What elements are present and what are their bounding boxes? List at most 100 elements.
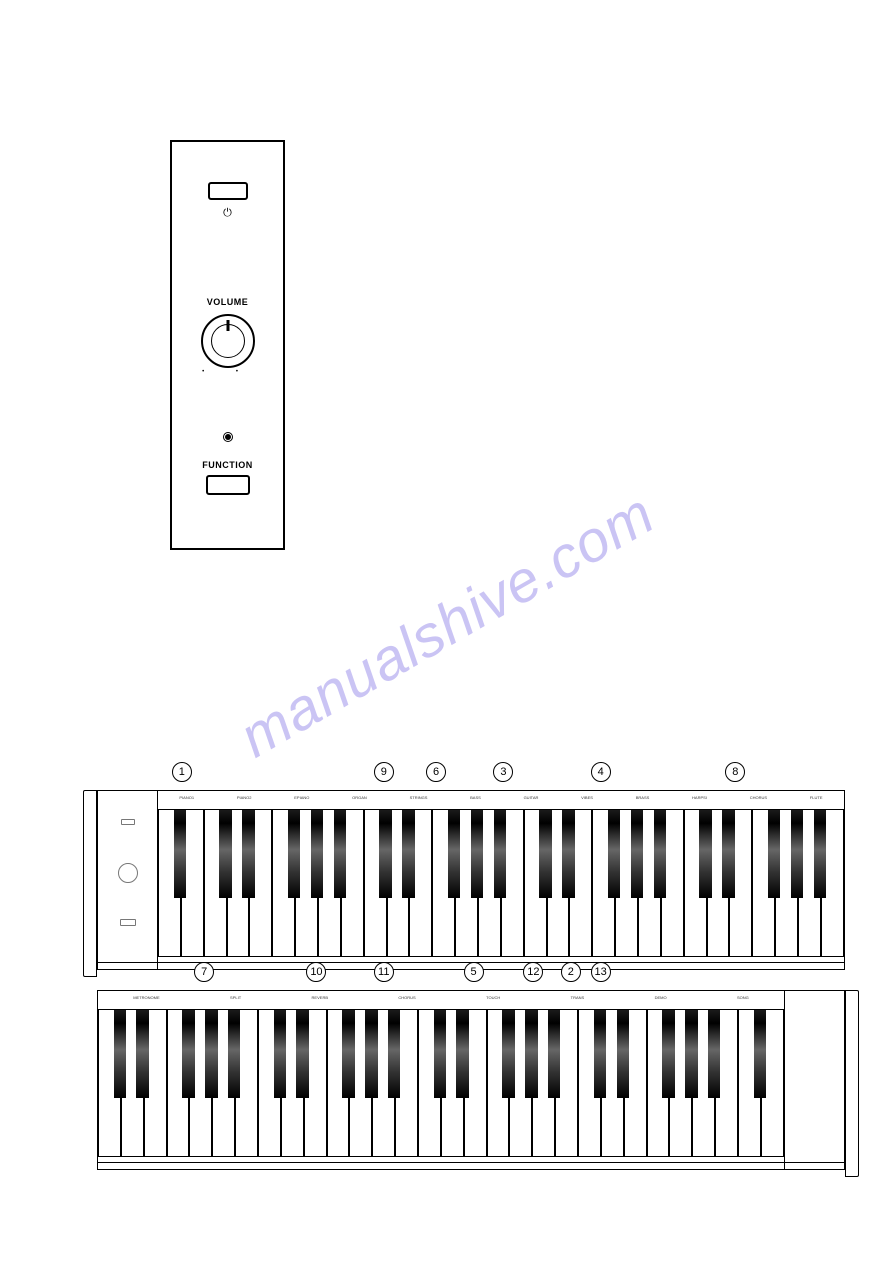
black-key[interactable] [205, 1010, 218, 1098]
black-key[interactable] [685, 1010, 698, 1098]
black-key[interactable] [182, 1010, 195, 1098]
black-key[interactable] [768, 810, 781, 898]
black-key[interactable] [311, 810, 324, 898]
circled-label-6: 6 [426, 762, 446, 782]
black-key[interactable] [136, 1010, 149, 1098]
func-label: GUITAR [524, 795, 539, 809]
power-button[interactable] [208, 182, 248, 200]
white-key[interactable] [647, 1009, 670, 1157]
white-key[interactable] [158, 809, 181, 957]
keyboard-top-frame: PIANO1PIANO2EPIANOORGANSTRINGSBASSGUITAR… [97, 790, 845, 970]
black-key[interactable] [434, 1010, 447, 1098]
func-label: BASS [470, 795, 481, 809]
black-key[interactable] [471, 810, 484, 898]
circled-label-3: 3 [493, 762, 513, 782]
control-panel: ⏻ VOLUME • • FUNCTION [170, 140, 285, 550]
black-key[interactable] [699, 810, 712, 898]
circled-label-13: 13 [591, 962, 611, 982]
keys-area-top[interactable] [158, 809, 844, 957]
white-key[interactable] [524, 809, 547, 957]
func-label: REVERB [312, 995, 328, 1009]
white-key[interactable] [167, 1009, 190, 1157]
black-key[interactable] [791, 810, 804, 898]
volume-label: VOLUME [207, 297, 249, 307]
black-key[interactable] [274, 1010, 287, 1098]
black-key[interactable] [494, 810, 507, 898]
circled-label-10: 10 [306, 962, 326, 982]
black-key[interactable] [814, 810, 827, 898]
black-key[interactable] [662, 1010, 675, 1098]
black-key[interactable] [654, 810, 667, 898]
white-key[interactable] [752, 809, 775, 957]
func-label: SPLIT [230, 995, 241, 1009]
black-key[interactable] [525, 1010, 538, 1098]
black-key[interactable] [342, 1010, 355, 1098]
circled-label-7: 7 [194, 962, 214, 982]
circled-label-11: 11 [374, 962, 394, 982]
black-key[interactable] [754, 1010, 767, 1098]
circled-label-8: 8 [725, 762, 745, 782]
black-key[interactable] [296, 1010, 309, 1098]
black-key[interactable] [708, 1010, 721, 1098]
func-label: DEMO [655, 995, 667, 1009]
keyboard-left-controls [98, 791, 158, 969]
white-key[interactable] [578, 1009, 601, 1157]
black-key[interactable] [722, 810, 735, 898]
white-key[interactable] [592, 809, 615, 957]
black-key[interactable] [174, 810, 187, 898]
volume-knob[interactable] [201, 314, 255, 368]
black-key[interactable] [114, 1010, 127, 1098]
white-key[interactable] [487, 1009, 510, 1157]
white-key[interactable] [98, 1009, 121, 1157]
volume-dots: • • [202, 369, 253, 375]
mini-function-button[interactable] [120, 919, 136, 926]
mini-volume-knob[interactable] [118, 863, 138, 883]
bottom-labels-row: 71011512213 [97, 962, 845, 988]
black-key[interactable] [448, 810, 461, 898]
white-key[interactable] [258, 1009, 281, 1157]
white-key[interactable] [738, 1009, 761, 1157]
keyboard-top-section: 196348 PIANO1PIANO2EPIANOORGANSTRINGSBAS… [97, 790, 845, 970]
mini-power-button[interactable] [121, 819, 135, 825]
function-button[interactable] [206, 475, 250, 495]
black-key[interactable] [631, 810, 644, 898]
circled-label-4: 4 [591, 762, 611, 782]
keys-area-bottom[interactable] [98, 1009, 784, 1157]
black-key[interactable] [228, 1010, 241, 1098]
black-key[interactable] [594, 1010, 607, 1098]
black-key[interactable] [242, 810, 255, 898]
black-key[interactable] [288, 810, 301, 898]
black-key[interactable] [219, 810, 232, 898]
func-label: TRANS [571, 995, 585, 1009]
white-key[interactable] [432, 809, 455, 957]
func-label: EPIANO [294, 795, 309, 809]
end-cap-right [845, 990, 859, 1177]
black-key[interactable] [608, 810, 621, 898]
black-key[interactable] [388, 1010, 401, 1098]
func-label: TOUCH [486, 995, 500, 1009]
black-key[interactable] [617, 1010, 630, 1098]
black-key[interactable] [539, 810, 552, 898]
func-label: BRASS [636, 795, 650, 809]
white-key[interactable] [327, 1009, 350, 1157]
white-key[interactable] [272, 809, 295, 957]
black-key[interactable] [548, 1010, 561, 1098]
white-key[interactable] [684, 809, 707, 957]
white-key[interactable] [364, 809, 387, 957]
keyboard-bottom-frame: METRONOME SPLIT REVERB CHORUS TOUCH TRANS DEMO… [97, 990, 845, 1170]
black-key[interactable] [456, 1010, 469, 1098]
white-key[interactable] [418, 1009, 441, 1157]
black-key[interactable] [379, 810, 392, 898]
end-cap-left [83, 790, 97, 977]
func-label: CHORUS [398, 995, 415, 1009]
white-key[interactable] [204, 809, 227, 957]
circled-label-12: 12 [523, 962, 543, 982]
func-label: METRONOME [133, 995, 159, 1009]
black-key[interactable] [402, 810, 415, 898]
black-key[interactable] [334, 810, 347, 898]
black-key[interactable] [365, 1010, 378, 1098]
func-label: STRINGS [410, 795, 428, 809]
black-key[interactable] [562, 810, 575, 898]
black-key[interactable] [502, 1010, 515, 1098]
circled-label-5: 5 [464, 962, 484, 982]
